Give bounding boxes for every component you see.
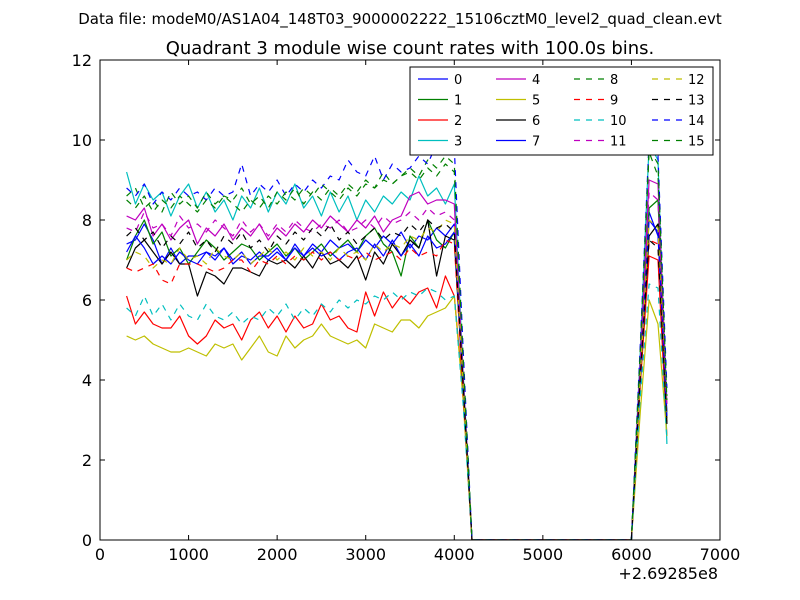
legend-label-2: 2 <box>454 114 462 129</box>
chart-title: Quadrant 3 module wise count rates with … <box>166 38 655 59</box>
legend-label-9: 9 <box>610 94 618 109</box>
legend-label-14: 14 <box>688 114 705 129</box>
legend-label-4: 4 <box>532 73 540 88</box>
legend-box <box>409 66 714 156</box>
legend-label-0: 0 <box>454 73 462 88</box>
legend-label-11: 11 <box>610 135 627 150</box>
figure-supertitle: Data file: modeM0/AS1A04_148T03_90000022… <box>78 10 722 29</box>
y-tick-label: 10 <box>72 131 92 150</box>
x-tick-label: 4000 <box>434 545 475 564</box>
y-tick-label: 8 <box>82 211 92 230</box>
legend-label-10: 10 <box>610 114 627 129</box>
series-line-3 <box>126 143 668 540</box>
legend-label-13: 13 <box>688 94 705 109</box>
y-tick-label: 6 <box>82 291 92 310</box>
x-tick-label: 3000 <box>345 545 386 564</box>
legend-label-7: 7 <box>532 135 540 150</box>
x-tick-label: 7000 <box>700 545 741 564</box>
y-tick-label: 0 <box>82 531 92 550</box>
series-line-7 <box>126 219 668 540</box>
series-line-15 <box>126 147 668 540</box>
legend-label-1: 1 <box>454 94 462 109</box>
x-tick-label: 0 <box>95 545 105 564</box>
series-line-0 <box>126 211 668 540</box>
legend-label-8: 8 <box>610 73 618 88</box>
series-lines <box>126 139 668 540</box>
series-line-13 <box>126 219 668 540</box>
x-tick-label: 6000 <box>611 545 652 564</box>
x-tick-label: 1000 <box>168 545 209 564</box>
y-tick-label: 2 <box>82 451 92 470</box>
legend-label-3: 3 <box>454 135 462 150</box>
x-tick-label: 2000 <box>257 545 298 564</box>
series-line-11 <box>126 191 668 540</box>
series-line-10 <box>126 283 668 540</box>
series-line-9 <box>126 239 668 540</box>
series-line-2 <box>126 255 668 540</box>
x-tick-label: 5000 <box>522 545 563 564</box>
legend-label-5: 5 <box>532 94 540 109</box>
legend-label-15: 15 <box>688 135 705 150</box>
series-line-6 <box>126 219 668 540</box>
y-tick-label: 4 <box>82 371 92 390</box>
legend-label-12: 12 <box>688 73 705 88</box>
y-tick-label: 12 <box>72 51 92 70</box>
x-axis-offset-label: +2.69285e8 <box>618 564 718 583</box>
series-line-5 <box>126 295 668 540</box>
series-line-4 <box>126 179 668 540</box>
legend-label-6: 6 <box>532 114 540 129</box>
